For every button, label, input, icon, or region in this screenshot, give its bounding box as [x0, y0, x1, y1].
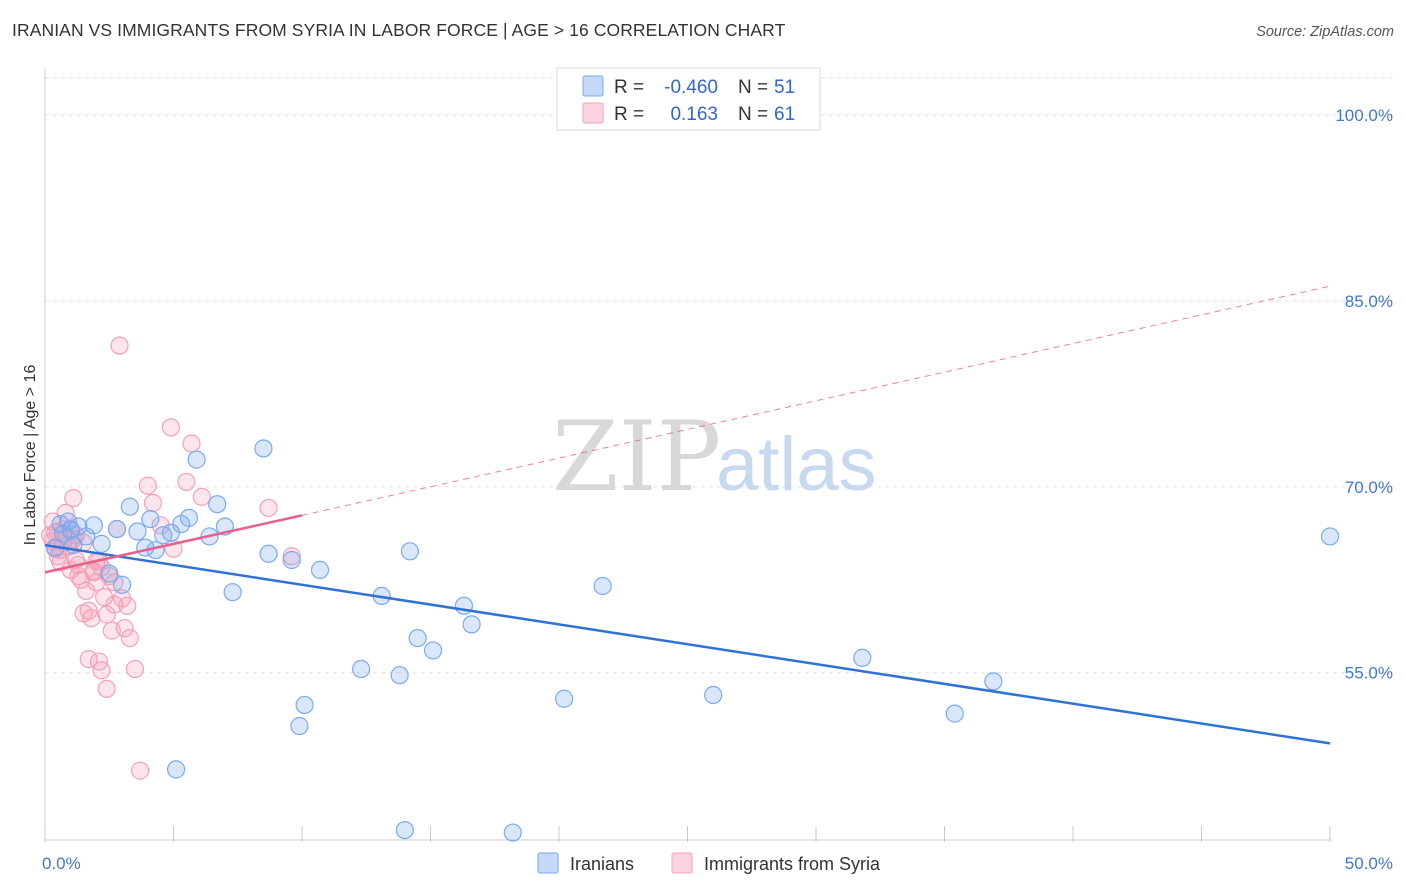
iranian-point	[853, 648, 872, 667]
grid-lines	[45, 77, 1393, 674]
series-legend: Iranians Immigrants from Syria	[537, 852, 881, 874]
syria-point	[138, 476, 157, 495]
iranian-point	[128, 522, 147, 541]
y-tick-label: 100.0%	[1335, 106, 1393, 125]
legend-n-label: N =	[738, 104, 768, 125]
legend-n-value: 61	[774, 104, 795, 125]
watermark: ZIP atlas	[552, 401, 877, 513]
syria-point	[192, 487, 211, 506]
iranian-point	[120, 497, 139, 516]
syria-point	[115, 619, 134, 638]
iranian-point	[390, 666, 409, 685]
watermark-zip: ZIP	[552, 401, 721, 513]
syria-point	[143, 493, 163, 513]
tick-labels: 55.0% 70.0% 85.0% 100.0% 0.0% 50.0%	[42, 106, 1393, 873]
iranian-point	[1320, 527, 1340, 546]
iranian-point	[141, 509, 160, 529]
legend-n-label: N =	[738, 77, 768, 98]
syria-point	[177, 472, 196, 492]
syria-point	[46, 523, 65, 542]
iranian-point	[295, 695, 314, 715]
legend-swatch-syria	[582, 102, 604, 124]
legend-r-value: -0.460	[664, 77, 718, 98]
iranian-point	[310, 560, 330, 579]
iranian-point	[400, 542, 420, 561]
syria-point	[259, 498, 278, 518]
syria-trend-line	[44, 514, 303, 574]
iranian-point	[408, 628, 427, 648]
chart-title: IRANIAN VS IMMIGRANTS FROM SYRIA IN LABO…	[12, 20, 786, 40]
legend-label-syria: Immigrants from Syria	[704, 854, 881, 874]
iranian-point	[92, 534, 111, 553]
syria-point	[97, 605, 116, 624]
correlation-legend: R = -0.460 N = 51 R = 0.163 N = 61	[556, 67, 821, 131]
iranian-point	[555, 689, 574, 708]
syria-point	[97, 679, 116, 698]
iranian-point	[352, 659, 371, 679]
legend-r-value: 0.163	[670, 104, 718, 125]
iranian-point	[593, 576, 612, 596]
iranian-point	[166, 760, 186, 779]
iranian-point	[59, 512, 78, 531]
syria-point	[64, 488, 83, 508]
iranian-point	[462, 615, 481, 634]
x-tick-label: 50.0%	[1345, 854, 1393, 873]
iranian-trend-line	[44, 543, 1331, 745]
iranian-point	[984, 672, 1003, 691]
iranian-point	[290, 716, 309, 736]
legend-swatch-syria	[671, 852, 693, 874]
iranian-point	[503, 823, 522, 842]
syria-point	[130, 761, 150, 780]
syria-point	[74, 604, 93, 623]
iranian-point	[945, 704, 964, 723]
y-axis-label: In Labor Force | Age > 16	[22, 365, 39, 546]
syria-point	[182, 434, 201, 453]
legend-label-iranians: Iranians	[570, 854, 634, 874]
syria-point	[92, 661, 111, 680]
trend-lines	[44, 285, 1331, 745]
watermark-atlas: atlas	[716, 422, 877, 507]
syria-point	[118, 596, 137, 615]
source-label: Source: ZipAtlas.com	[1256, 24, 1394, 40]
x-tick-label: 0.0%	[42, 854, 81, 873]
legend-r-label: R =	[614, 104, 644, 125]
iranian-point	[187, 450, 206, 469]
y-tick-label: 70.0%	[1345, 478, 1393, 497]
iranian-point	[223, 583, 242, 602]
iranian-point	[208, 495, 227, 514]
legend-swatch-iranians	[582, 75, 604, 97]
legend-r-label: R =	[614, 77, 644, 98]
syria-point	[125, 659, 145, 679]
data-points	[41, 336, 1340, 842]
syria-point	[120, 628, 139, 648]
iranian-point	[704, 685, 723, 705]
iranian-point	[107, 519, 127, 539]
y-tick-label: 85.0%	[1345, 292, 1393, 311]
syria-point	[95, 588, 114, 607]
iranian-point	[254, 439, 273, 458]
syria-point	[110, 336, 129, 355]
iranian-point	[84, 516, 103, 535]
legend-n-value: 51	[774, 77, 795, 98]
y-tick-label: 55.0%	[1345, 664, 1393, 683]
iranian-point	[423, 641, 443, 660]
iranian-point	[282, 550, 301, 570]
iranian-point	[69, 517, 88, 536]
iranian-point	[395, 820, 414, 840]
iranian-point	[259, 544, 278, 563]
axes	[44, 68, 1331, 842]
iranian-point	[179, 508, 199, 527]
syria-point	[161, 418, 181, 437]
legend-swatch-iranians	[537, 852, 559, 874]
iranian-point	[100, 564, 119, 583]
iranian-point	[112, 575, 132, 594]
